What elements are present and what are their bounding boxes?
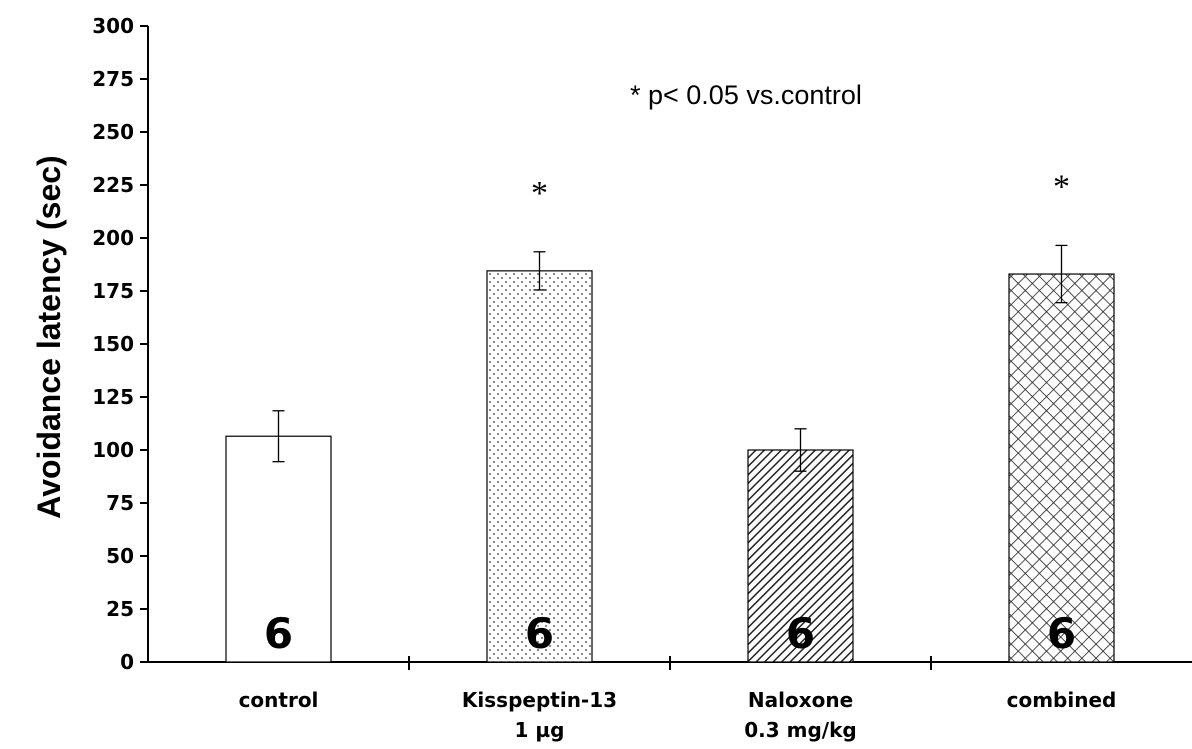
sample-size-label: 6 — [525, 609, 554, 658]
sample-size-label: 6 — [264, 609, 293, 658]
y-tick-label: 25 — [106, 597, 134, 621]
significance-annotation: * p< 0.05 vs.control — [630, 80, 862, 110]
y-axis-title: Avoidance latency (sec) — [31, 155, 67, 518]
x-category-label: control — [239, 688, 319, 712]
y-tick-label: 275 — [92, 67, 134, 91]
significance-star: * — [531, 175, 548, 212]
y-tick-label: 200 — [92, 226, 134, 250]
plot-area: 0 25 50 75 100 125 150 175 200 225 250 275 300 6 contr… — [92, 14, 1192, 742]
x-category-label: Naloxone — [748, 688, 853, 712]
significance-star: * — [1053, 168, 1070, 205]
y-tick-label: 100 — [92, 438, 134, 462]
x-category-label: combined — [1007, 688, 1117, 712]
y-tick-label: 150 — [92, 332, 134, 356]
y-tick-label: 0 — [120, 650, 134, 674]
bar — [486, 270, 593, 663]
x-category-label: 0.3 mg/kg — [744, 718, 856, 742]
bar — [1008, 273, 1115, 663]
y-tick-label: 75 — [106, 491, 134, 515]
sample-size-label: 6 — [786, 609, 815, 658]
bar — [747, 449, 854, 663]
y-tick-label: 125 — [92, 385, 134, 409]
y-tick-label: 225 — [92, 173, 134, 197]
y-tick-label: 50 — [106, 544, 134, 568]
y-tick-label: 250 — [92, 120, 134, 144]
x-category-label: 1 µg — [515, 718, 565, 742]
y-tick-label: 175 — [92, 279, 134, 303]
sample-size-label: 6 — [1047, 609, 1076, 658]
y-tick-label: 300 — [92, 14, 134, 38]
x-category-label: Kisspeptin-13 — [462, 688, 617, 712]
